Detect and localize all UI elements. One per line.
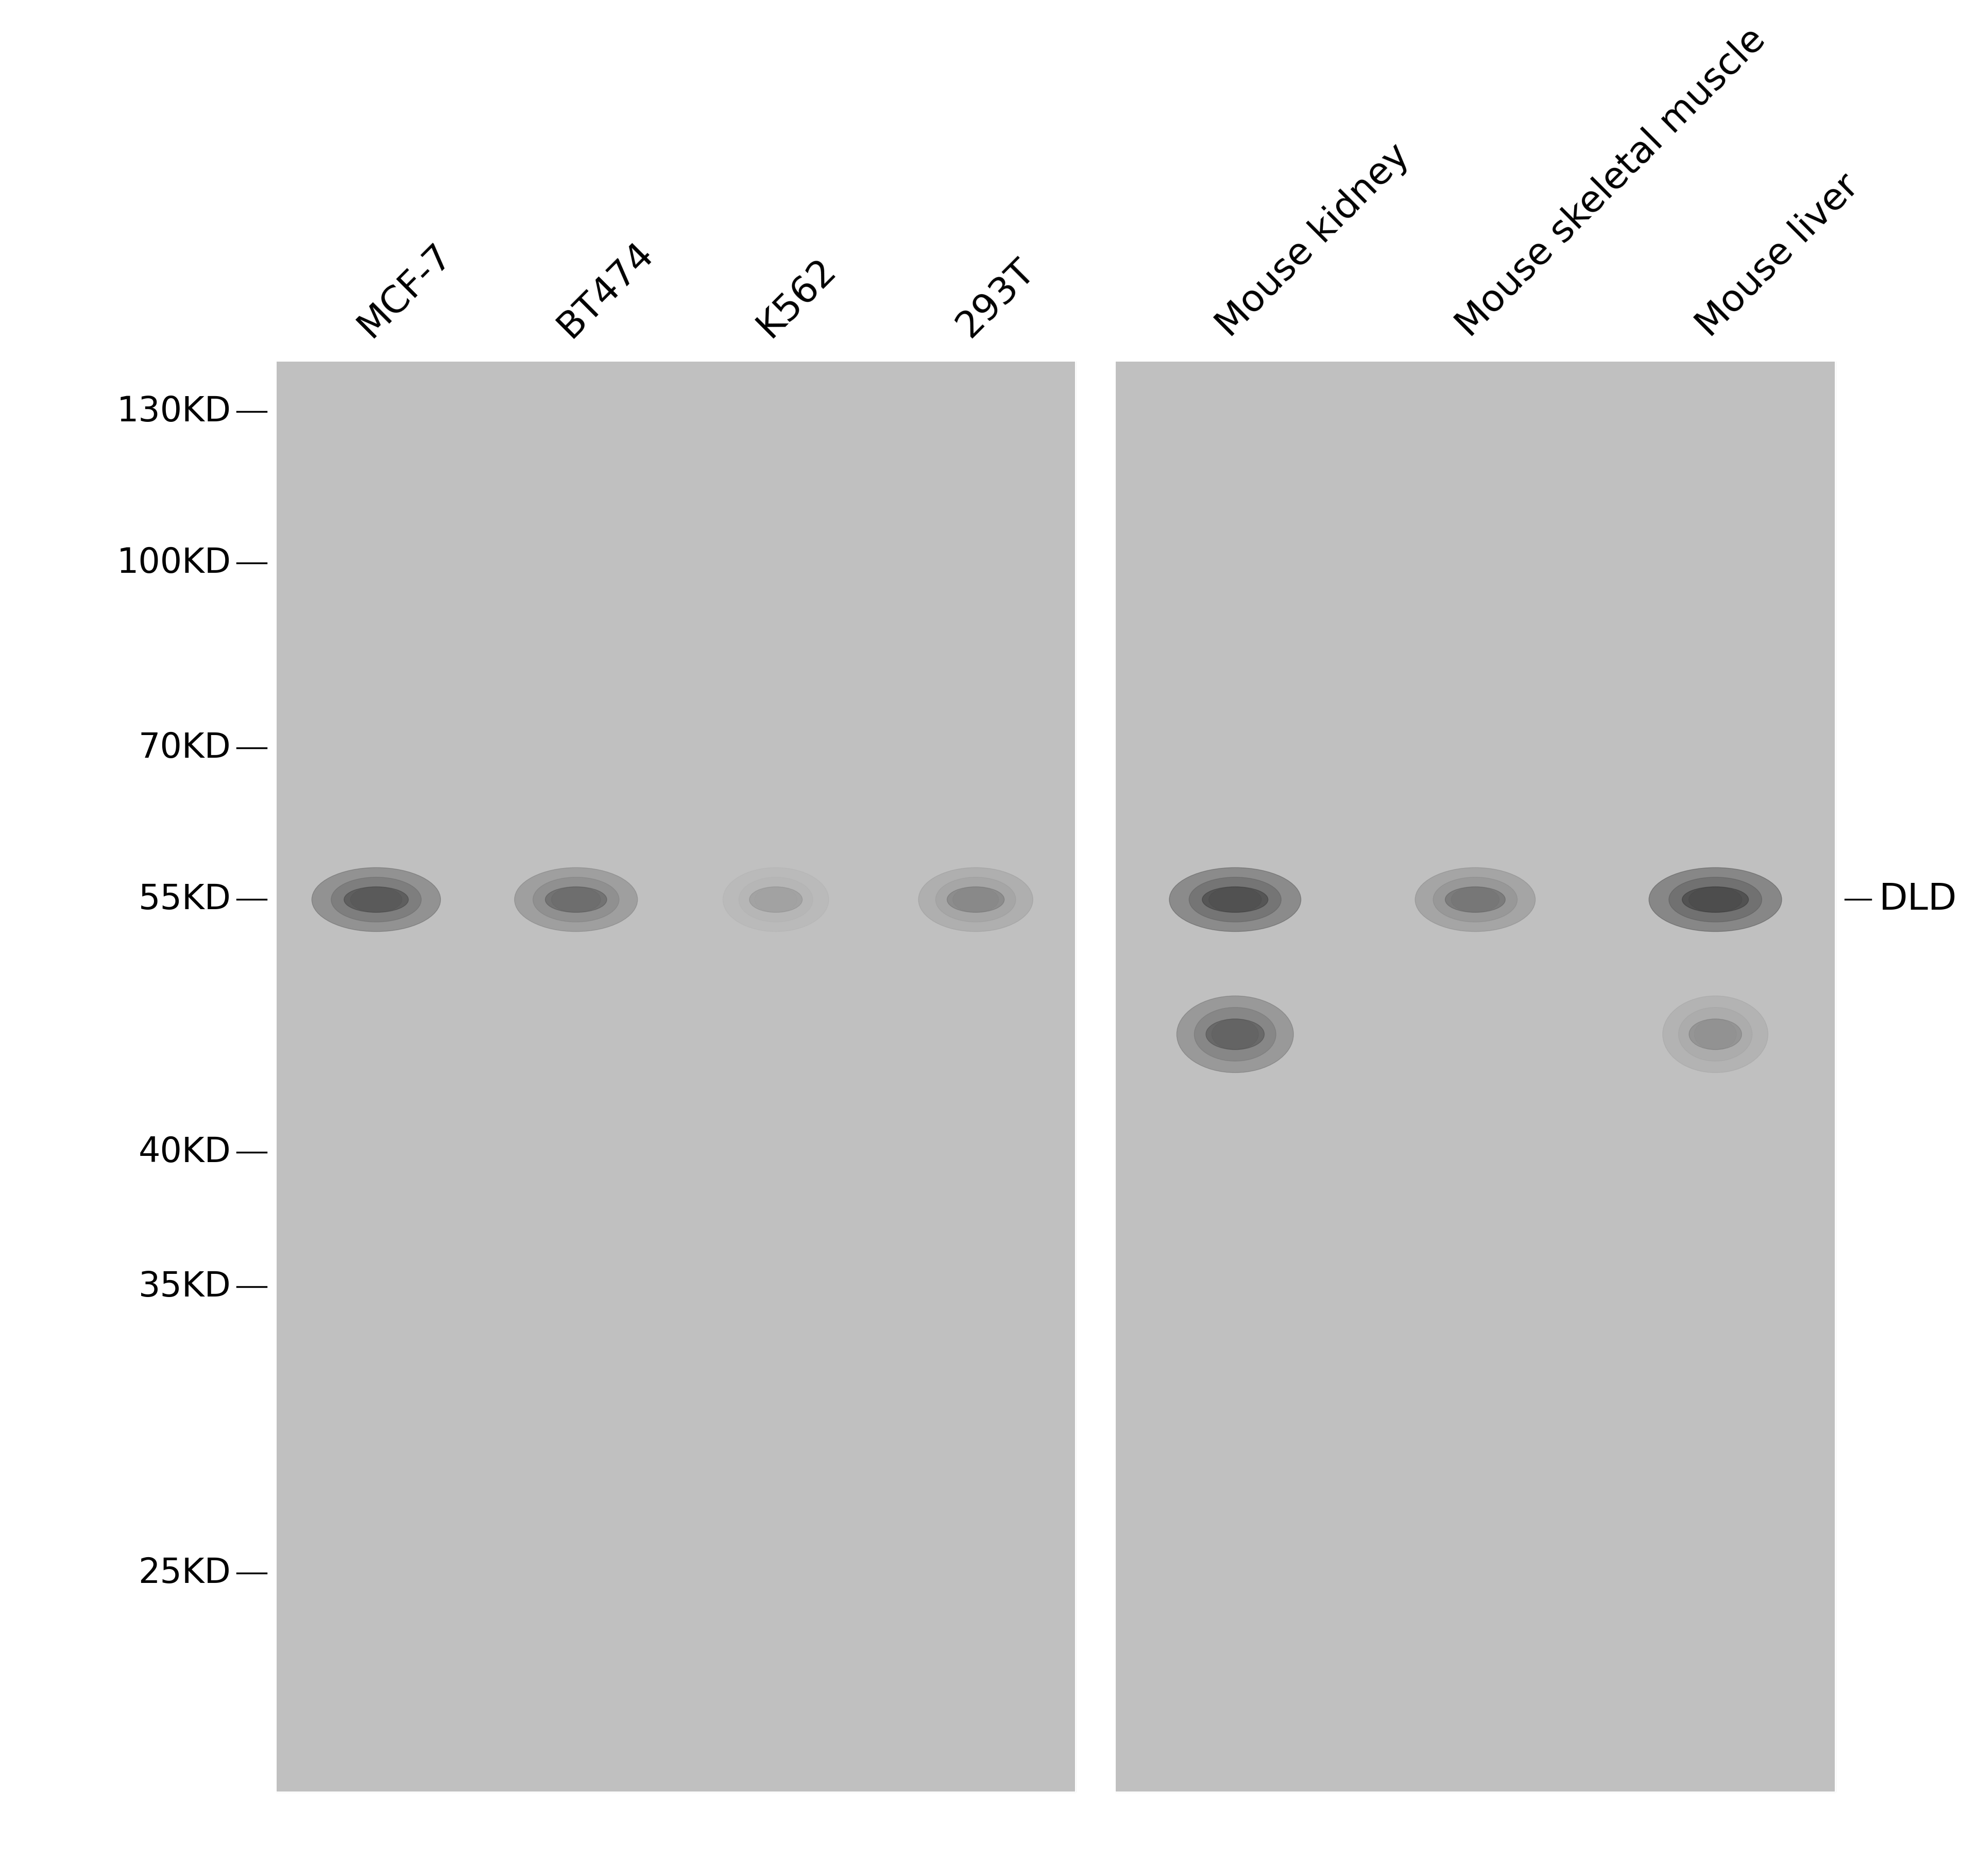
Ellipse shape [514, 867, 637, 932]
Bar [1116, 360, 1836, 1792]
Ellipse shape [546, 887, 607, 912]
Text: Mouse kidney: Mouse kidney [1211, 137, 1416, 343]
Ellipse shape [1446, 887, 1505, 912]
Ellipse shape [1689, 1019, 1743, 1049]
Ellipse shape [1195, 1007, 1276, 1062]
Ellipse shape [1414, 867, 1535, 932]
Ellipse shape [756, 887, 797, 912]
Ellipse shape [1434, 878, 1517, 921]
Text: 25KD: 25KD [138, 1555, 231, 1591]
Ellipse shape [1679, 1007, 1753, 1062]
Text: 40KD: 40KD [138, 1135, 231, 1169]
Text: Mouse skeletal muscle: Mouse skeletal muscle [1450, 21, 1772, 343]
Ellipse shape [330, 878, 421, 921]
Text: K562: K562 [752, 251, 843, 343]
Ellipse shape [740, 878, 813, 921]
Text: DLD: DLD [1879, 882, 1956, 917]
Ellipse shape [1189, 878, 1282, 921]
Ellipse shape [1681, 887, 1749, 912]
Ellipse shape [1695, 1019, 1737, 1049]
Ellipse shape [1663, 996, 1768, 1073]
Ellipse shape [1650, 867, 1782, 932]
Ellipse shape [1203, 887, 1268, 912]
Ellipse shape [1669, 878, 1762, 921]
Ellipse shape [1177, 996, 1294, 1073]
Ellipse shape [1452, 887, 1499, 912]
Text: 70KD: 70KD [138, 732, 231, 765]
Ellipse shape [750, 887, 803, 912]
Ellipse shape [947, 887, 1005, 912]
Text: 35KD: 35KD [138, 1270, 231, 1304]
Ellipse shape [1207, 1019, 1264, 1049]
Ellipse shape [953, 887, 999, 912]
Ellipse shape [344, 887, 407, 912]
Text: Mouse liver: Mouse liver [1691, 169, 1867, 343]
Bar [277, 360, 1076, 1792]
Ellipse shape [1689, 887, 1743, 912]
Bar [277, 360, 1076, 1792]
Text: MCF-7: MCF-7 [350, 236, 459, 343]
Text: BT474: BT474 [552, 234, 661, 343]
Ellipse shape [936, 878, 1017, 921]
Text: 130KD: 130KD [117, 394, 231, 428]
Text: 100KD: 100KD [117, 546, 231, 580]
Ellipse shape [313, 867, 441, 932]
Ellipse shape [918, 867, 1033, 932]
Ellipse shape [1213, 1019, 1258, 1049]
Ellipse shape [552, 887, 601, 912]
Ellipse shape [1169, 867, 1302, 932]
Ellipse shape [532, 878, 619, 921]
Text: 55KD: 55KD [138, 882, 231, 917]
Text: 293T: 293T [951, 253, 1042, 343]
Bar [1116, 360, 1836, 1792]
Ellipse shape [722, 867, 829, 932]
Ellipse shape [350, 887, 402, 912]
Ellipse shape [1209, 887, 1262, 912]
